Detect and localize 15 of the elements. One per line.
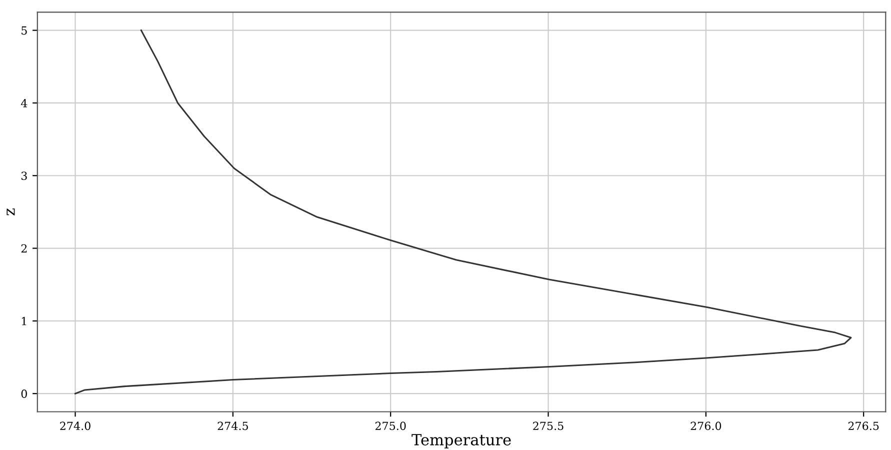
y-axis-title: z [6,208,15,216]
x-tick-label: 274.0 [60,422,90,430]
y-tick-label: 1 [22,316,26,326]
x-tick-label: 276.0 [690,422,722,430]
x-tick-label: 275.5 [533,422,564,430]
y-tick-label: 0 [21,390,27,398]
line-series [74,30,852,394]
x-tick-label: 274.5 [218,422,248,430]
y-tick-label: 4 [20,98,28,108]
x-axis-title: Temperature [412,434,511,448]
y-tick-label: 2 [21,244,27,252]
x-tick-label: 276.5 [848,422,879,430]
y-tick-label: 3 [21,172,27,180]
y-tick-label: 5 [22,26,27,35]
x-tick-label: 275.0 [375,422,406,430]
